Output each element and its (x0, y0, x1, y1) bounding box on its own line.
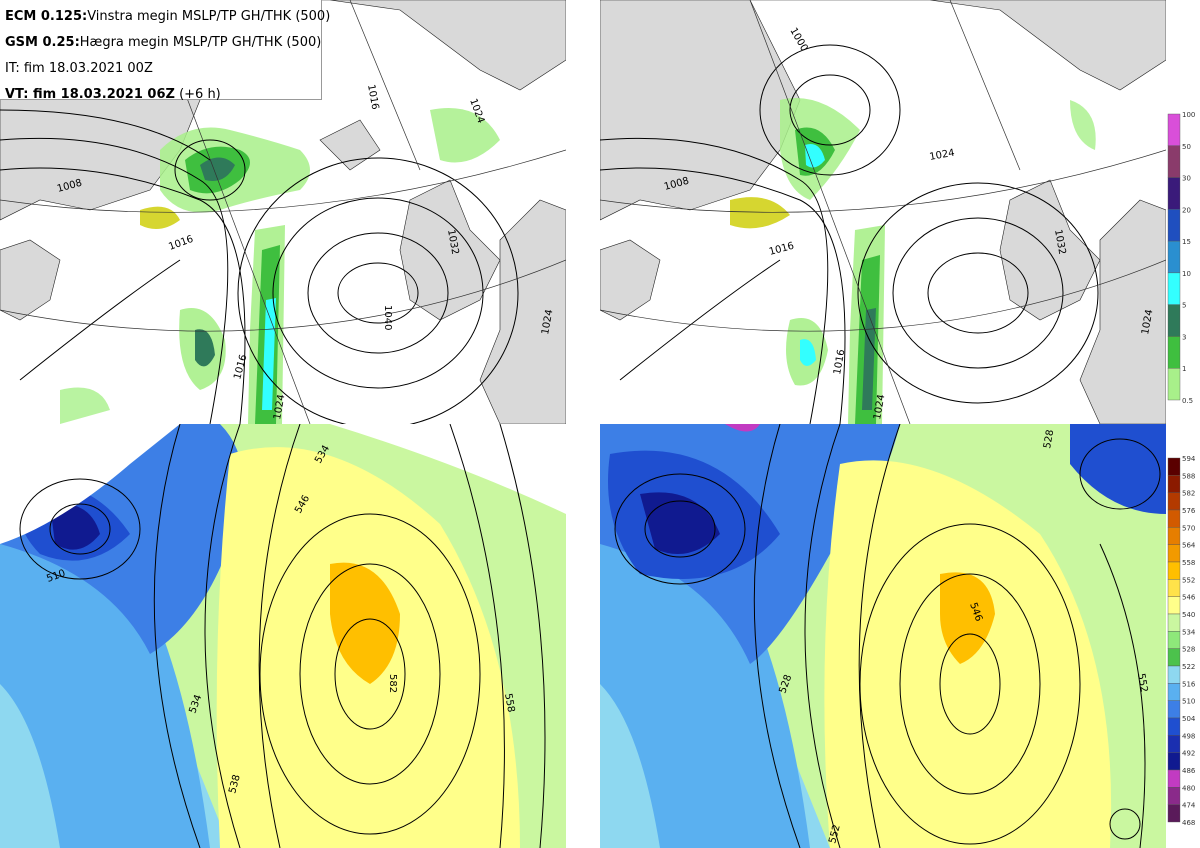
colorbar-tick-label: 50 (1182, 143, 1191, 151)
svg-text:1016: 1016 (365, 84, 380, 111)
colorbar-tick-label: 480 (1182, 784, 1195, 792)
colorbar-swatch (1167, 368, 1181, 401)
colorbar-swatch (1167, 304, 1181, 337)
precip-colorbar-scale: 100 50 30 20 15 10 5 3 1 0.5 (1167, 111, 1195, 405)
colorbar-tick-label: 5 (1182, 302, 1186, 310)
precip-colorbar: 100 50 30 20 15 10 5 3 1 0.5 (1166, 111, 1200, 405)
colorbar-swatch (1167, 240, 1181, 274)
colorbar-tick-label: 20 (1182, 206, 1191, 214)
colorbar-swatch (1167, 457, 1181, 476)
colorbar-swatch (1167, 336, 1181, 369)
svg-text:528: 528 (1042, 429, 1056, 450)
colorbar-swatch (1167, 787, 1181, 805)
colorbar-tick-label: 582 (1182, 490, 1195, 498)
svg-text:1032: 1032 (1052, 229, 1067, 256)
colorbar-tick-label: 546 (1182, 594, 1196, 602)
thickness-colorbar: 594 588 582 576 570 564 558 552 546 540 534 528 522 5… (1166, 455, 1200, 827)
colorbar-tick-label: 486 (1182, 767, 1196, 775)
colorbar-swatch (1167, 492, 1181, 511)
colorbar-swatch (1167, 717, 1181, 736)
colorbar-swatch (1167, 735, 1181, 753)
colorbar-swatch (1167, 209, 1181, 242)
colorbar-swatch (1167, 683, 1181, 701)
colorbar-swatch (1167, 272, 1181, 305)
svg-text:1032: 1032 (445, 229, 460, 256)
colorbar-swatch (1167, 527, 1181, 545)
svg-text:538: 538 (227, 773, 243, 794)
gsm-mslp-panel: 1000 1008 1016 1016 1024 1024 1032 1024 (600, 0, 1166, 424)
colorbar-tick-label: 564 (1182, 542, 1196, 550)
svg-text:1016: 1016 (832, 349, 847, 376)
colorbar-tick-label: 0.5 (1182, 397, 1193, 404)
colorbar-tick-label: 510 (1182, 698, 1195, 706)
colorbar-tick-label: 570 (1182, 524, 1195, 532)
info-line-valid-time: VT: fim 18.03.2021 06Z (+6 h) (5, 87, 221, 102)
colorbar-swatch (1167, 769, 1181, 788)
colorbar-tick-label: 1 (1182, 365, 1186, 373)
colorbar-tick-label: 504 (1182, 715, 1196, 723)
colorbar-tick-label: 576 (1182, 507, 1196, 515)
colorbar-tick-label: 522 (1182, 663, 1195, 671)
colorbar-tick-label: 588 (1182, 472, 1195, 480)
svg-text:1024: 1024 (272, 394, 287, 421)
svg-text:1024: 1024 (1140, 309, 1155, 336)
svg-text:1024: 1024 (540, 309, 555, 336)
colorbar-tick-label: 468 (1182, 819, 1195, 826)
info-box: ECM 0.125:Vinstra megin MSLP/TP GH/THK (… (0, 0, 331, 102)
colorbar-swatch (1167, 613, 1181, 632)
svg-text:1024: 1024 (872, 394, 887, 421)
colorbar-swatch (1167, 579, 1181, 597)
colorbar-swatch (1167, 561, 1181, 580)
colorbar-tick-label: 552 (1182, 576, 1195, 584)
info-line-init-time: IT: fim 18.03.2021 00Z (5, 61, 153, 76)
colorbar-swatch (1167, 752, 1181, 771)
svg-text:1040: 1040 (382, 305, 393, 330)
gsm-mslp-map: 1000 1008 1016 1016 1024 1024 1032 1024 (600, 0, 1166, 424)
colorbar-swatch (1167, 145, 1181, 178)
colorbar-tick-label: 15 (1182, 238, 1191, 246)
colorbar-swatch (1167, 113, 1181, 146)
svg-text:558: 558 (502, 693, 516, 714)
svg-text:582: 582 (387, 674, 398, 693)
colorbar-swatch (1167, 544, 1181, 563)
colorbar-tick-label: 540 (1182, 611, 1195, 619)
colorbar-tick-label: 594 (1182, 456, 1196, 463)
colorbar-tick-label: 30 (1182, 175, 1191, 183)
colorbar-tick-label: 492 (1182, 750, 1195, 758)
ecm-thickness-map: 510 534 538 546 582 558 534 (0, 424, 566, 848)
svg-text:552: 552 (1135, 673, 1149, 694)
colorbar-swatch (1167, 509, 1181, 528)
colorbar-tick-label: 558 (1182, 559, 1195, 567)
colorbar-swatch (1167, 475, 1181, 493)
colorbar-tick-label: 498 (1182, 732, 1195, 740)
colorbar-swatch (1167, 596, 1181, 615)
colorbar-swatch (1167, 631, 1181, 649)
svg-text:552: 552 (827, 823, 843, 844)
thickness-colorbar-scale: 594 588 582 576 570 564 558 552 546 540 534 528 522 5… (1167, 455, 1196, 827)
colorbar-swatch (1167, 177, 1181, 210)
gsm-thickness-map: 528 528 552 546 552 (600, 424, 1166, 848)
colorbar-swatch (1167, 648, 1181, 667)
colorbar-tick-label: 474 (1182, 802, 1196, 810)
colorbar-swatch (1167, 700, 1181, 719)
colorbar-swatch (1167, 665, 1181, 684)
colorbar-tick-label: 3 (1182, 333, 1186, 341)
svg-text:1024: 1024 (929, 148, 956, 163)
info-line-ecm: ECM 0.125:Vinstra megin MSLP/TP GH/THK (… (5, 9, 331, 24)
colorbar-tick-label: 10 (1182, 270, 1191, 278)
gsm-thickness-panel: 528 528 552 546 552 (600, 424, 1166, 848)
colorbar-tick-label: 100 (1182, 112, 1195, 119)
colorbar-tick-label: 534 (1182, 628, 1196, 636)
colorbar-swatch (1167, 804, 1181, 823)
colorbar-tick-label: 528 (1182, 646, 1195, 654)
colorbar-tick-label: 516 (1182, 680, 1196, 688)
ecm-thickness-panel: 510 534 538 546 582 558 534 (0, 424, 566, 848)
info-line-gsm: GSM 0.25:Hægra megin MSLP/TP GH/THK (500… (5, 35, 322, 50)
